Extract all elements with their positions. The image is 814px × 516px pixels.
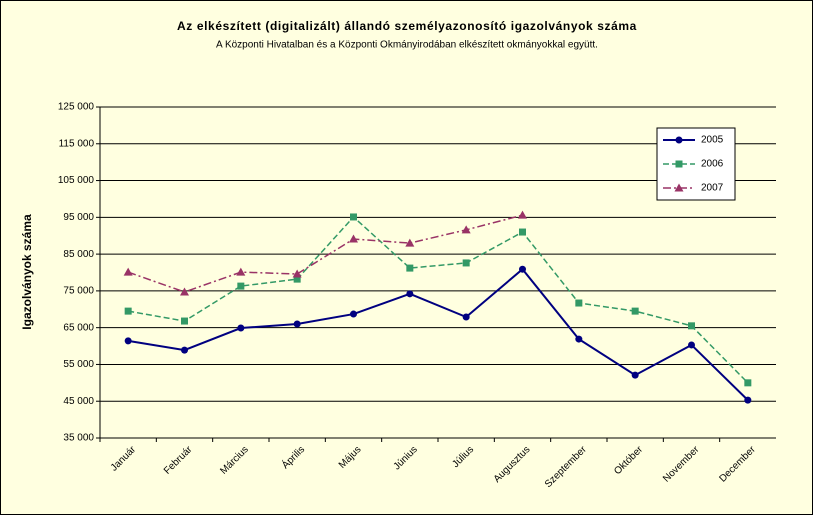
y-tick-label: 45 000 [63, 396, 94, 407]
point [631, 371, 639, 379]
series-line [128, 267, 749, 401]
point [575, 335, 583, 343]
point [180, 287, 189, 296]
y-tick-label: 75 000 [63, 286, 94, 297]
point [631, 307, 639, 315]
point [292, 269, 302, 278]
point [293, 320, 301, 328]
point [575, 299, 583, 307]
point [518, 210, 527, 219]
legend-label: 2006 [701, 159, 724, 170]
legend-label: 2007 [701, 183, 724, 194]
y-tick-label: 105 000 [58, 175, 95, 186]
point [236, 267, 246, 276]
series-line [127, 214, 523, 293]
point [293, 275, 301, 283]
point [674, 183, 684, 192]
point [688, 322, 695, 330]
point [462, 313, 470, 321]
point [675, 136, 683, 144]
point [349, 234, 358, 243]
legend-label: 2005 [701, 135, 724, 146]
point [405, 238, 415, 247]
y-tick-label: 65 000 [63, 322, 94, 333]
point [181, 317, 188, 325]
y-tick-label: 35 000 [63, 433, 94, 444]
y-tick-label: 115 000 [59, 138, 95, 149]
point [461, 225, 471, 234]
point [519, 228, 526, 236]
point [406, 264, 414, 272]
y-tick-label: 55 000 [63, 359, 94, 370]
y-tick-label: 125 000 [58, 102, 95, 113]
point [350, 310, 357, 318]
point [124, 337, 132, 345]
point [181, 346, 188, 354]
point [406, 290, 414, 298]
point [744, 396, 752, 404]
chart-subtitle: A Központi Hivatalban és a Központi Okmá… [216, 40, 598, 51]
point [350, 213, 357, 221]
chart-title: Az elkészített (digitalizált) állandó sz… [177, 19, 637, 33]
point [237, 282, 245, 290]
point [462, 259, 470, 267]
y-tick-label: 95 000 [63, 212, 94, 223]
point [123, 267, 133, 276]
point [675, 160, 683, 168]
point [744, 379, 752, 387]
point [237, 324, 245, 332]
y-axis-label: Igazolványok száma [20, 214, 34, 330]
series-line [128, 215, 749, 384]
point [688, 341, 695, 349]
point [124, 307, 132, 315]
y-tick-label: 85 000 [63, 249, 94, 260]
point [519, 265, 526, 273]
